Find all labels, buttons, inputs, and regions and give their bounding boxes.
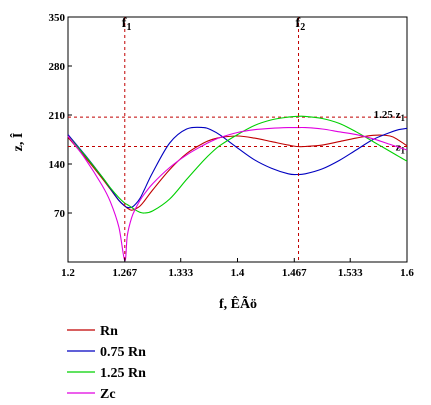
legend-label: 0.75 Rn	[100, 345, 146, 360]
axis-ticks: 70 140 210 280 350 1.2 1.267 1.333 1.4 1.467 1.533…	[49, 12, 415, 279]
y-tick-label: 210	[49, 110, 66, 122]
legend-label: 1.25 Rn	[100, 366, 146, 381]
x-tick-label: 1.467	[282, 267, 307, 279]
series-line-3	[67, 115, 408, 214]
frequency-marker-label: f2	[296, 16, 306, 33]
y-axis-label: z, Î	[9, 133, 26, 152]
legend-label: Zc	[100, 387, 116, 402]
x-tick-label: 1.2	[61, 267, 75, 279]
x-axis-label: f, ÊÃö	[219, 294, 257, 312]
x-tick-label: 1.333	[168, 267, 193, 279]
legend: Rn 0.75 Rn 1.25 Rn Zc	[67, 324, 146, 402]
frequency-marker-label: f1	[122, 16, 132, 33]
x-tick-label: 1.267	[112, 267, 137, 279]
x-tick-label: 1.533	[338, 267, 363, 279]
y-tick-label: 280	[49, 61, 66, 73]
x-tick-label: 1.6	[400, 267, 414, 279]
y-tick-label: 350	[49, 12, 66, 24]
frequency-markers: f1 f2	[122, 16, 305, 262]
legend-label: Rn	[100, 324, 118, 339]
y-tick-label: 70	[54, 208, 66, 220]
y-tick-label: 140	[49, 159, 66, 171]
x-tick-label: 1.4	[231, 267, 245, 279]
reference-line-label: 1.25 z1	[374, 109, 406, 123]
